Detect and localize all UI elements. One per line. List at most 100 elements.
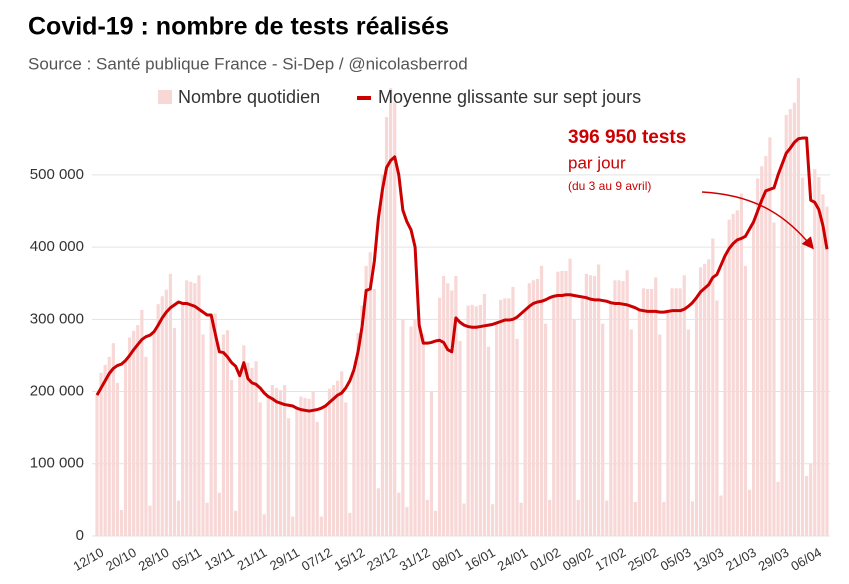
bar — [405, 507, 409, 536]
bar — [250, 367, 254, 536]
bar — [519, 502, 523, 536]
bar — [462, 503, 466, 536]
bar — [384, 117, 389, 536]
bar — [535, 278, 540, 536]
bar — [715, 300, 719, 536]
bar — [144, 356, 148, 536]
bar — [592, 276, 597, 536]
bar — [564, 270, 568, 536]
annotation-arrow — [701, 191, 814, 250]
bar — [674, 288, 678, 536]
bar — [303, 398, 307, 536]
bar — [503, 298, 507, 536]
bar — [189, 281, 193, 536]
x-tick-label: 15/12 — [332, 545, 368, 574]
bar — [262, 514, 266, 536]
bar — [613, 280, 617, 536]
bar — [817, 177, 821, 537]
bar — [164, 289, 168, 536]
x-tick-label: 21/03 — [723, 545, 759, 574]
bar — [637, 309, 642, 536]
bar — [523, 309, 527, 536]
bar — [119, 510, 124, 536]
bar — [478, 304, 482, 536]
chart-title: Covid-19 : nombre de tests réalisés — [28, 13, 449, 41]
bar — [258, 402, 262, 536]
bar — [735, 210, 739, 536]
bar — [727, 219, 731, 536]
bar — [287, 418, 291, 536]
bar — [751, 221, 756, 537]
bar — [221, 334, 226, 536]
x-tick-label: 23/12 — [364, 545, 400, 574]
bar — [466, 305, 470, 536]
bar — [609, 302, 613, 536]
bar — [136, 325, 140, 536]
bar — [507, 298, 511, 536]
x-tick-label: 06/04 — [788, 545, 824, 574]
bar — [274, 387, 279, 536]
bar — [282, 385, 287, 536]
y-tick-label: 100 000 — [30, 455, 84, 472]
bar — [238, 375, 242, 536]
x-tick-label: 08/01 — [429, 545, 465, 574]
bar — [662, 502, 666, 536]
x-tick-label: 05/11 — [169, 545, 204, 574]
x-tick-label: 07/12 — [299, 545, 335, 574]
bar — [678, 288, 682, 536]
bar — [670, 288, 674, 536]
bar — [254, 361, 258, 536]
bar — [760, 166, 764, 536]
bar — [152, 331, 156, 536]
legend-label: Nombre quotidien — [178, 87, 320, 107]
bar — [511, 286, 515, 536]
bar — [788, 109, 792, 537]
x-tick-label: 13/11 — [202, 545, 237, 574]
bar — [172, 328, 177, 536]
bar — [560, 270, 564, 536]
bar — [380, 174, 385, 536]
bar — [723, 255, 727, 536]
bar — [588, 275, 593, 536]
bar — [356, 333, 360, 536]
bar — [768, 137, 772, 537]
bar — [397, 492, 401, 536]
bar — [743, 265, 748, 536]
bar — [552, 296, 556, 536]
bar — [242, 345, 246, 536]
bars — [95, 78, 829, 537]
bar — [539, 265, 544, 536]
bar — [544, 323, 548, 536]
bar — [437, 297, 442, 536]
y-tick-label: 200 000 — [30, 383, 84, 400]
x-tick-label: 05/03 — [658, 545, 694, 574]
bar — [307, 398, 311, 536]
bar — [576, 499, 580, 536]
bar — [209, 315, 213, 536]
bar — [368, 252, 372, 536]
x-tick-label: 25/02 — [625, 545, 661, 574]
bar — [140, 309, 144, 536]
bar — [711, 238, 715, 536]
bar — [809, 463, 813, 536]
bar — [654, 277, 658, 536]
bar — [568, 258, 572, 536]
bar — [641, 288, 646, 536]
bar — [331, 385, 336, 536]
bar — [739, 193, 743, 536]
bar — [291, 516, 295, 536]
bar — [617, 280, 621, 536]
bar — [372, 289, 376, 536]
bar — [315, 421, 319, 536]
x-tick-label: 29/03 — [756, 545, 792, 574]
bar — [792, 102, 796, 537]
bar — [295, 408, 299, 536]
bar — [168, 273, 173, 536]
bar — [703, 263, 707, 536]
bar — [429, 391, 434, 536]
bar — [401, 319, 405, 536]
bar — [442, 276, 446, 536]
bar — [490, 504, 495, 536]
bar — [393, 102, 397, 537]
